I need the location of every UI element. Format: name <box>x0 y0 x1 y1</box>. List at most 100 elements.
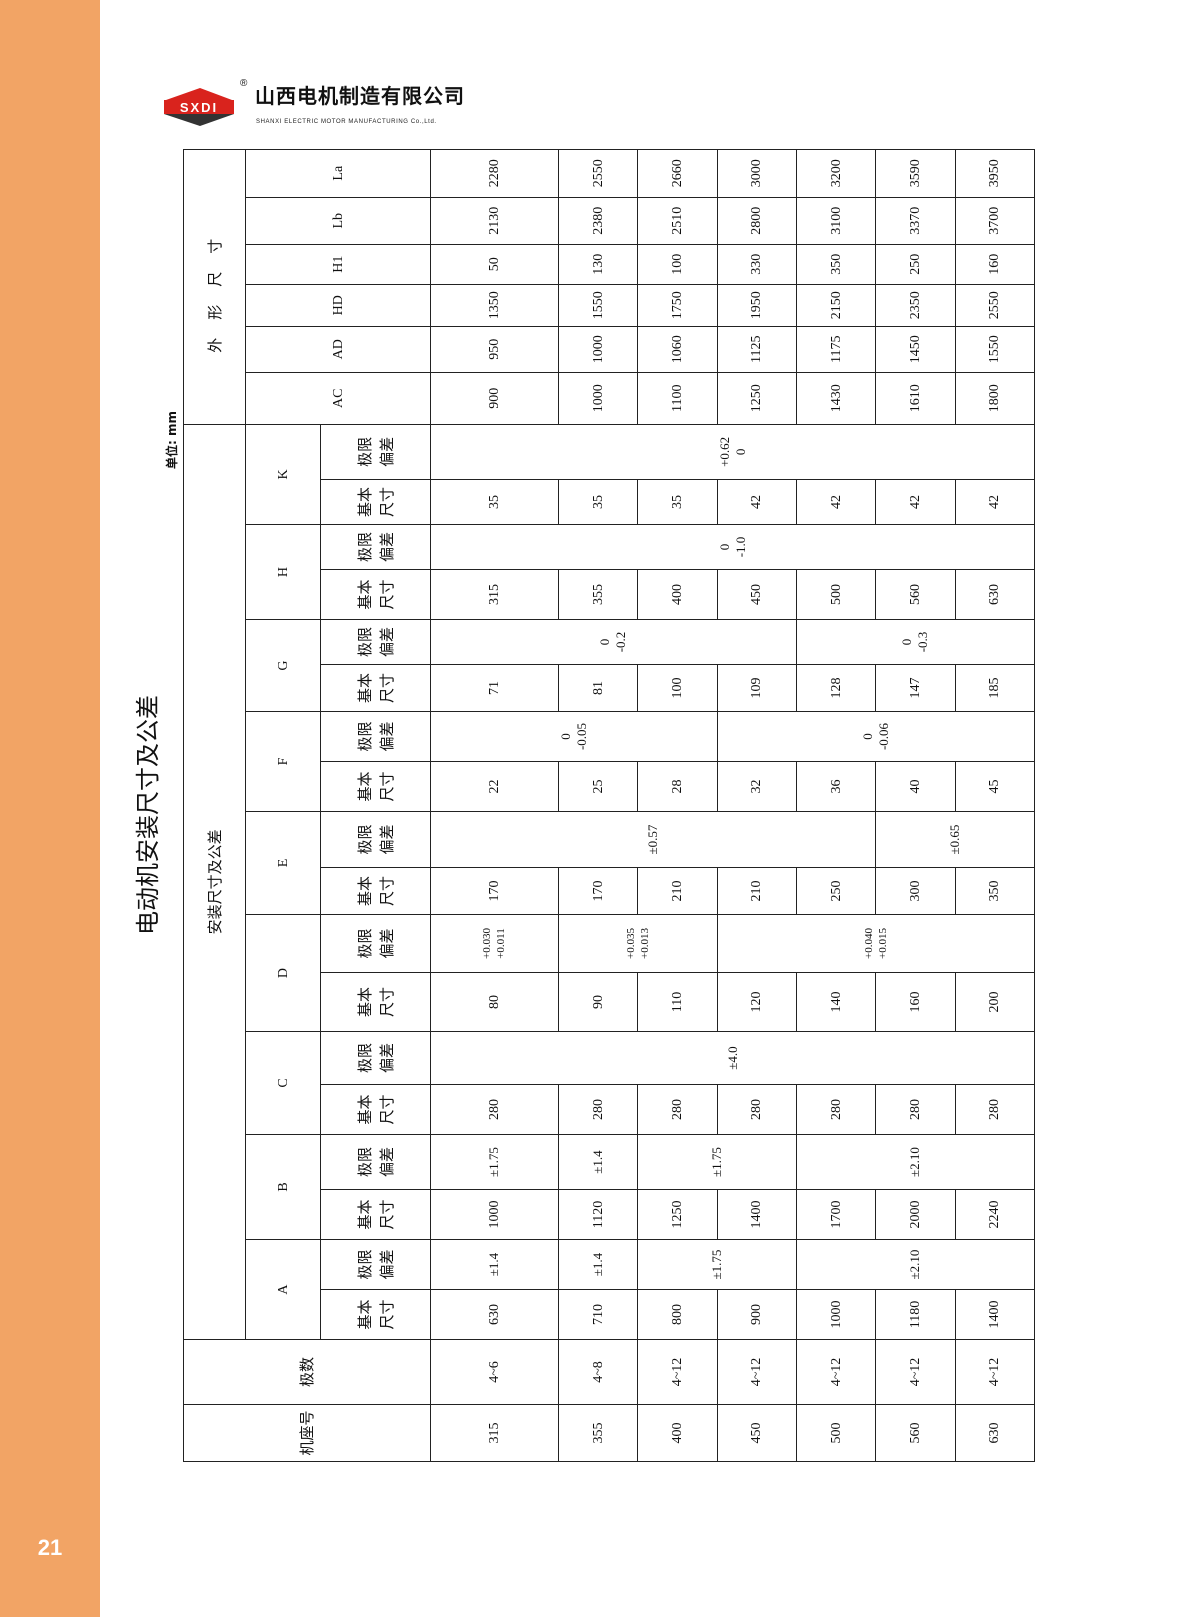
outline-AD: 1175 <box>796 326 876 373</box>
outline-HD: 1950 <box>717 284 797 327</box>
company-name-cn: 山西电机制造有限公司 <box>255 84 465 108</box>
frame-number-cell: 400 <box>637 1404 718 1462</box>
header-tolerance: 极限 偏差 <box>320 524 431 570</box>
basic-size-F: 36 <box>796 761 876 812</box>
outline-AD: 1125 <box>717 326 797 373</box>
poles-cell: 4~8 <box>558 1339 638 1405</box>
header-dim-La: La <box>245 149 431 198</box>
header-dim-Lb: Lb <box>245 197 431 245</box>
poles-cell: 4~12 <box>717 1339 797 1405</box>
outline-AC: 1100 <box>637 372 718 425</box>
basic-size-K: 42 <box>796 479 876 525</box>
header-outline-group: 外形尺寸 <box>183 149 246 425</box>
header-dim-AD: AD <box>245 326 431 373</box>
basic-size-D: 110 <box>637 972 718 1032</box>
outline-Lb: 2130 <box>430 197 559 245</box>
basic-size-A: 1180 <box>875 1289 956 1340</box>
basic-size-C: 280 <box>717 1084 797 1135</box>
outline-Lb: 3700 <box>955 197 1035 245</box>
basic-size-D: 200 <box>955 972 1035 1032</box>
outline-HD: 2350 <box>875 284 956 327</box>
tolerance-B: ±2.10 <box>796 1134 1035 1190</box>
frame-number-cell: 630 <box>955 1404 1035 1462</box>
basic-size-H: 400 <box>637 569 718 620</box>
outline-HD: 1750 <box>637 284 718 327</box>
outline-Lb: 2510 <box>637 197 718 245</box>
header-basic-size: 基本 尺寸 <box>320 1289 431 1340</box>
frame-number-cell: 560 <box>875 1404 956 1462</box>
basic-size-H: 315 <box>430 569 559 620</box>
outline-La: 3950 <box>955 149 1035 198</box>
table-row: 400 4~12 800 ±1.75 1250 ±1.75 280 110 210 28 100 40… <box>637 149 797 1462</box>
outline-Lb: 2800 <box>717 197 797 245</box>
basic-size-D: 120 <box>717 972 797 1032</box>
header-dim-E: E <box>245 811 321 915</box>
header-dim-B: B <box>245 1134 321 1240</box>
basic-size-F: 28 <box>637 761 718 812</box>
basic-size-H: 355 <box>558 569 638 620</box>
header-tolerance: 极限 偏差 <box>320 811 431 868</box>
registered-mark: ® <box>240 78 248 89</box>
basic-size-E: 170 <box>558 867 638 915</box>
tolerance-A: ±1.75 <box>637 1239 797 1290</box>
basic-size-F: 25 <box>558 761 638 812</box>
outline-H1: 350 <box>796 244 876 285</box>
basic-size-B: 1120 <box>558 1189 638 1240</box>
header-dim-H1: H1 <box>245 244 431 285</box>
header-basic-size: 基本 尺寸 <box>320 479 431 525</box>
basic-size-D: 140 <box>796 972 876 1032</box>
outline-La: 3000 <box>717 149 797 198</box>
outline-HD: 1350 <box>430 284 559 327</box>
basic-size-E: 350 <box>955 867 1035 915</box>
header-dim-F: F <box>245 711 321 812</box>
basic-size-F: 40 <box>875 761 956 812</box>
header-frame-number: 机座号 <box>183 1404 431 1462</box>
table-row: 500 4~12 1000 ±2.10 1700 ±2.10 280 140 250 36 128 0… <box>796 149 1035 1462</box>
basic-size-K: 42 <box>717 479 797 525</box>
basic-size-A: 1400 <box>955 1289 1035 1340</box>
basic-size-F: 22 <box>430 761 559 812</box>
basic-size-C: 280 <box>558 1084 638 1135</box>
basic-size-G: 128 <box>796 664 876 712</box>
tolerance-E: ±0.65 <box>875 811 1035 868</box>
poles-cell: 4~6 <box>430 1339 559 1405</box>
tolerance-E: ±0.57 <box>430 811 876 868</box>
basic-size-K: 42 <box>875 479 956 525</box>
basic-size-G: 71 <box>430 664 559 712</box>
page-number: 21 <box>37 1535 63 1560</box>
basic-size-E: 210 <box>637 867 718 915</box>
header-tolerance: 极限 偏差 <box>320 1134 431 1190</box>
tolerance-F: 0 -0.05 <box>430 711 718 762</box>
table-row: 355 4~8 710 ±1.4 1120 ±1.4 280 90 +0.035 +0.013 1… <box>558 149 718 1462</box>
page-sidebar <box>0 0 100 1617</box>
outline-H1: 250 <box>875 244 956 285</box>
header-basic-size: 基本 尺寸 <box>320 1084 431 1135</box>
header-basic-size: 基本 尺寸 <box>320 867 431 915</box>
dimension-table-wrapper: 机座号 极数 安装尺寸及公差 外形尺寸 A B C D E F G H K AC AD HD H1 Lb La 基本 … <box>183 149 1035 1462</box>
header-basic-size: 基本 尺寸 <box>320 761 431 812</box>
outline-AD: 1060 <box>637 326 718 373</box>
header-dim-C: C <box>245 1031 321 1135</box>
header-tolerance: 极限 偏差 <box>320 424 431 480</box>
page-title: 电动机安装尺寸及公差 <box>134 695 162 935</box>
frame-number-cell: 450 <box>717 1404 797 1462</box>
poles-cell: 4~12 <box>637 1339 718 1405</box>
basic-size-B: 2000 <box>875 1189 956 1240</box>
header-tolerance: 极限 偏差 <box>320 711 431 762</box>
tolerance-D: +0.030 +0.011 <box>430 914 559 973</box>
tolerance-B: ±1.75 <box>637 1134 797 1190</box>
header-basic-size: 基本 尺寸 <box>320 569 431 620</box>
header-tolerance: 极限 偏差 <box>320 619 431 665</box>
tolerance-A: ±1.4 <box>558 1239 638 1290</box>
outline-La: 2660 <box>637 149 718 198</box>
basic-size-B: 1000 <box>430 1189 559 1240</box>
outline-AC: 1610 <box>875 372 956 425</box>
tolerance-D: +0.035 +0.013 <box>558 914 718 973</box>
basic-size-A: 1000 <box>796 1289 876 1340</box>
outline-H1: 330 <box>717 244 797 285</box>
outline-H1: 50 <box>430 244 559 285</box>
tolerance-K: +0.62 0 <box>430 424 1035 480</box>
header-dim-AC: AC <box>245 372 431 425</box>
outline-La: 2280 <box>430 149 559 198</box>
basic-size-K: 42 <box>955 479 1035 525</box>
